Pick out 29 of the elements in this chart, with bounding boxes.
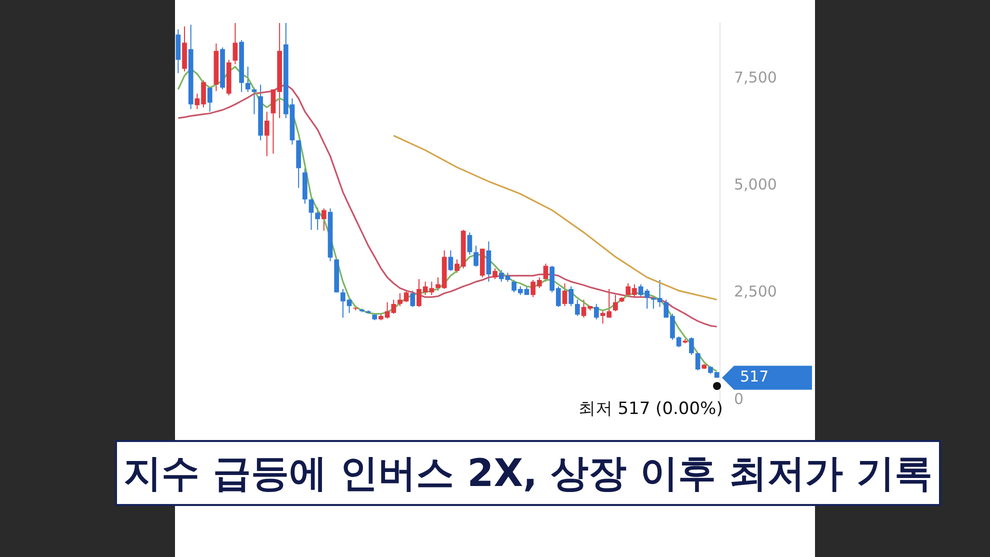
candlestick <box>315 207 320 230</box>
y-tick-label: 5,000 <box>734 176 777 194</box>
candlestick <box>252 87 257 115</box>
y-tick-label: 0 <box>734 390 744 408</box>
candlestick <box>492 268 498 280</box>
text: 지수 급등에 인버스 2X, 상장 이후 최저가 기록 <box>115 440 941 506</box>
candlestick <box>322 208 326 232</box>
annotation: 최저 517 (0.00%) <box>578 399 723 420</box>
candlestick <box>543 263 548 282</box>
candlestick <box>264 111 270 157</box>
candlestick <box>486 240 492 282</box>
y-tick-label: 2,500 <box>734 282 777 301</box>
candlestick <box>613 294 618 312</box>
candlestick <box>410 290 416 308</box>
candlestick <box>474 245 478 268</box>
candlestick <box>695 352 700 371</box>
text: 517 <box>740 368 769 386</box>
candlestick <box>568 286 574 307</box>
candlestick <box>308 198 314 230</box>
candlestick <box>245 66 250 92</box>
candlestick <box>232 22 238 65</box>
candlestick <box>689 336 694 356</box>
candlestick <box>574 299 580 316</box>
candlestick <box>207 86 212 112</box>
candlestick <box>562 282 568 307</box>
candlestick <box>467 232 472 256</box>
candlestick <box>448 250 454 272</box>
y-tick-label: 7,500 <box>734 68 777 87</box>
candlestick <box>594 303 599 320</box>
